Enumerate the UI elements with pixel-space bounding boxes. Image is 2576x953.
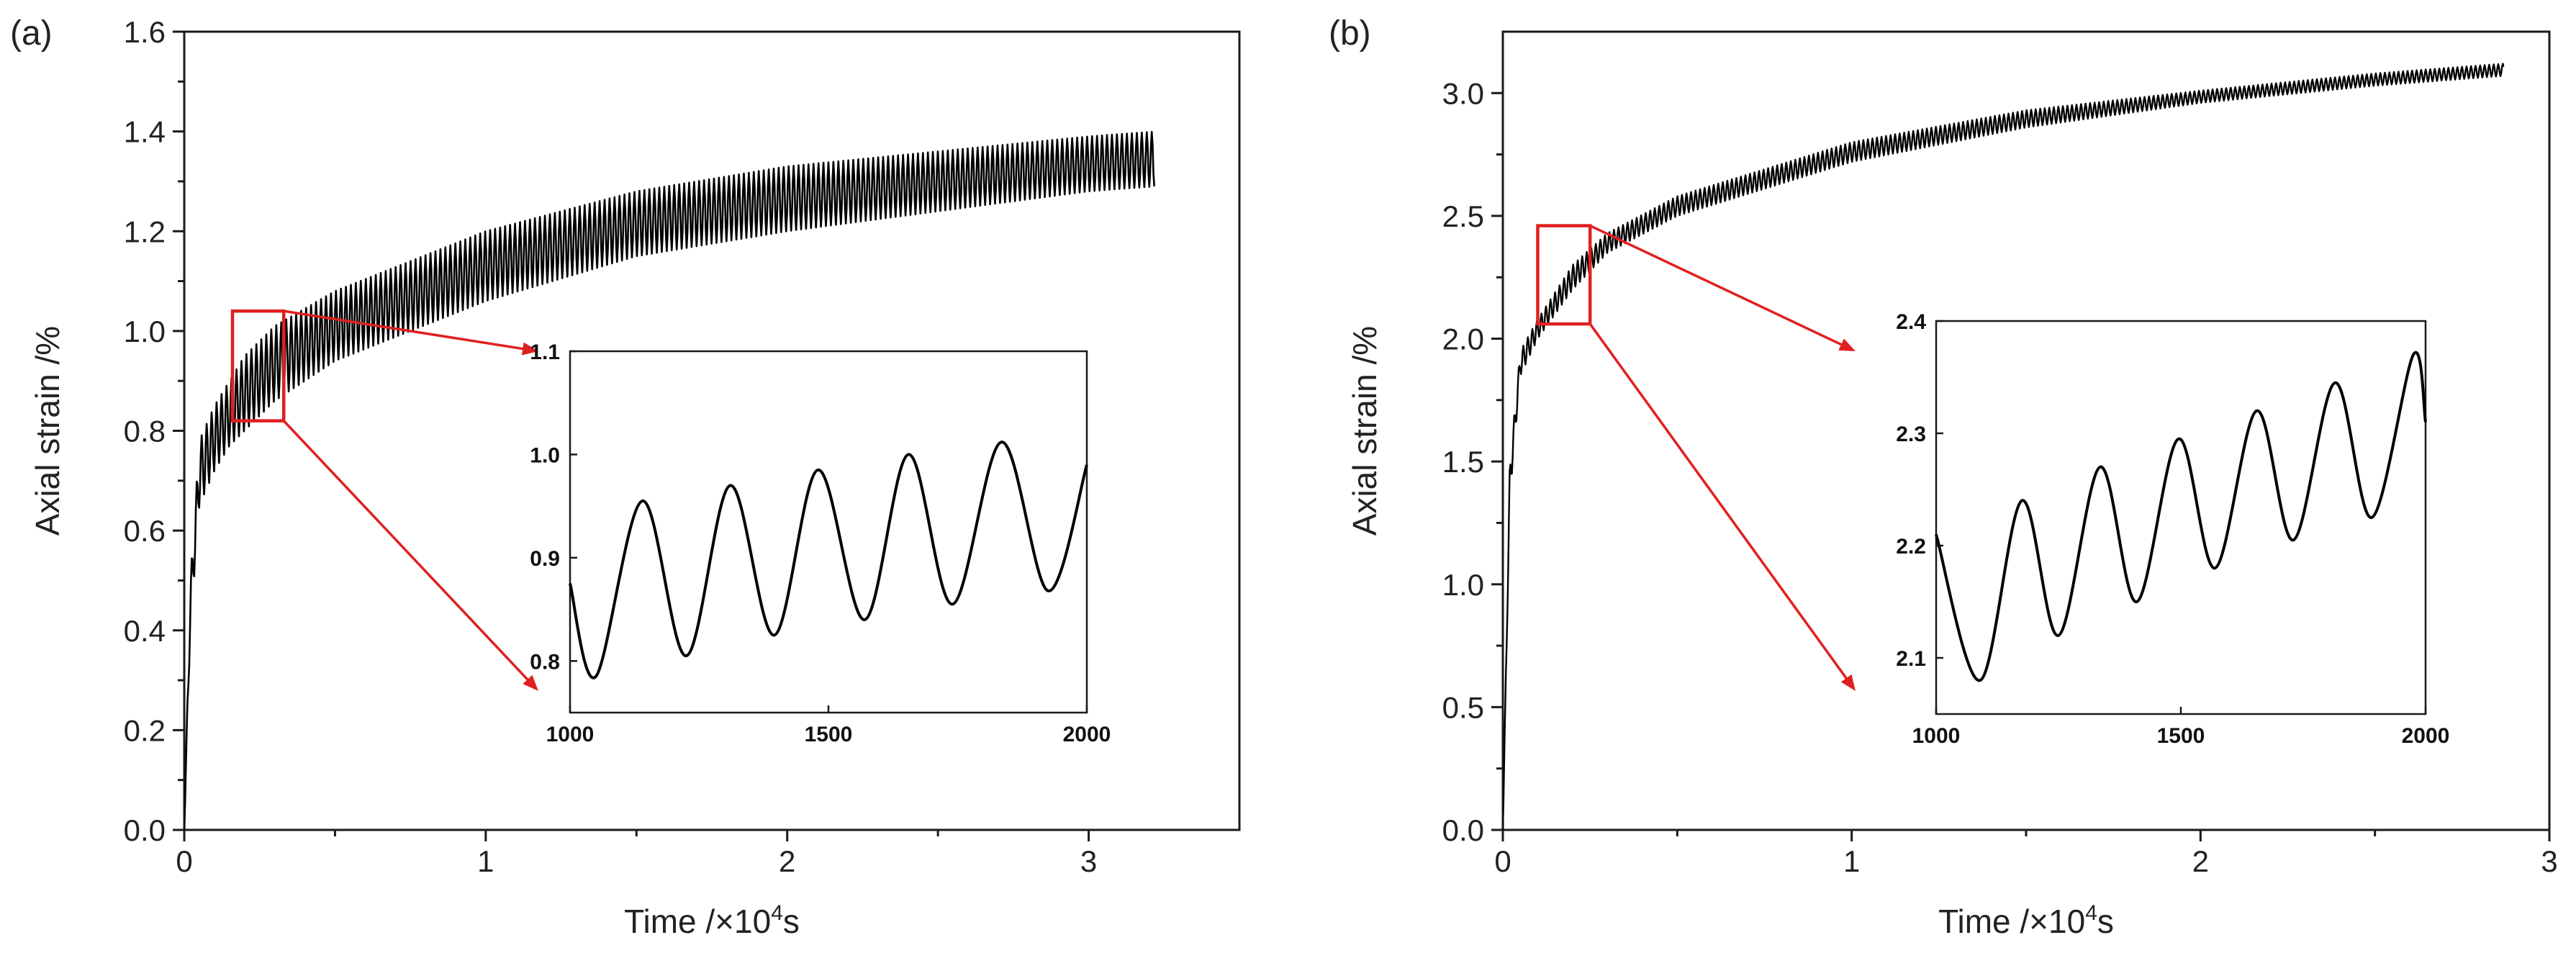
x-tick-label: 3	[2541, 844, 2557, 878]
inset-y-tick-label: 0.9	[530, 547, 560, 571]
curve-group	[1503, 63, 2505, 830]
x-tick-label: 0	[176, 844, 192, 878]
zoom-connector-line	[1589, 224, 1845, 347]
x-axis-title-unit: s	[783, 903, 800, 940]
panel-label: (b)	[1329, 14, 1371, 53]
y-tick-label: 1.4	[124, 115, 166, 149]
y-tick-label: 0.4	[124, 614, 166, 648]
y-tick-label: 0.0	[1442, 813, 1484, 847]
y-tick-label: 0.2	[124, 713, 166, 747]
inset-x-tick-label: 2000	[1063, 723, 1111, 746]
chart-panel-b: (b) 0 1 2 3 0.0 0.5 1.0 1.5 2.0 2.5 3.0 Axial strain…	[1329, 14, 2558, 940]
inset-series-line	[1935, 351, 2427, 682]
y-tick-label: 0.0	[124, 813, 166, 847]
zoom-connector-line	[282, 420, 530, 683]
x-axis-title-exponent: 4	[771, 901, 783, 925]
y-tick-label: 1.6	[124, 15, 166, 49]
x-axis-title-exponent: 4	[2085, 901, 2097, 925]
zoom-arrow-head	[523, 674, 538, 691]
y-tick-label: 1.0	[1442, 568, 1484, 602]
y-tick-label: 1.5	[1442, 445, 1484, 479]
x-axis-title: Time /×104s	[1938, 901, 2114, 940]
inset-y-tick-label: 2.3	[1896, 423, 1926, 446]
inset-y-tick-label: 2.4	[1896, 310, 1926, 334]
plot-frame	[1501, 30, 2551, 831]
inset-frame	[569, 350, 1088, 714]
inset-y-tick-label: 2.1	[1896, 647, 1926, 671]
inset-x-tick-label: 1500	[2157, 724, 2205, 748]
inset-chart: 1000 1500 2000 2.1 2.2 2.3 2.4	[1896, 310, 2449, 748]
strain-series-line	[184, 130, 1155, 830]
inset-y-tick-label: 1.0	[530, 443, 560, 467]
x-tick-label: 3	[1080, 844, 1097, 878]
x-tick-label: 1	[477, 844, 494, 878]
zoom-arrow-head	[1838, 338, 1856, 351]
inset-chart: 1000 1500 2000 0.8 0.9 1.0 1.1	[530, 340, 1111, 746]
y-tick-label: 2.0	[1442, 322, 1484, 356]
x-axis-title: Time /×104s	[624, 901, 800, 940]
y-tick-label: 3.0	[1442, 76, 1484, 110]
zoom-arrow-head	[521, 342, 538, 356]
y-tick-label: 1.0	[124, 315, 166, 348]
x-axis-title-main: Time /×10	[1938, 903, 2085, 940]
inset-series-line	[569, 441, 1088, 679]
x-axis-title-unit: s	[2097, 903, 2114, 940]
panel-label: (a)	[10, 14, 53, 53]
zoom-box	[1536, 224, 1592, 326]
strain-series-line	[1503, 63, 2505, 830]
inset-x-tick-label: 2000	[2402, 724, 2450, 748]
y-tick-label: 0.8	[124, 415, 166, 448]
y-tick-label: 1.2	[124, 214, 166, 248]
y-tick-label: 2.5	[1442, 199, 1484, 233]
zoom-arrow-head	[1840, 674, 1856, 691]
y-tick-label: 0.5	[1442, 690, 1484, 724]
y-axis-title: Axial strain /%	[29, 326, 66, 536]
inset-x-tick-label: 1000	[546, 723, 595, 746]
zoom-connector-line	[283, 310, 526, 351]
zoom-connector-line	[1588, 323, 1849, 682]
curve-group	[184, 130, 1155, 830]
inset-y-tick-label: 1.1	[530, 340, 560, 364]
zoom-box	[230, 309, 286, 423]
inset-x-tick-label: 1000	[1912, 724, 1961, 748]
x-tick-label: 1	[1843, 844, 1860, 878]
y-axis-title: Axial strain /%	[1346, 326, 1383, 536]
x-tick-label: 0	[1494, 844, 1511, 878]
inset-x-tick-label: 1500	[805, 723, 853, 746]
x-axis-title-main: Time /×10	[624, 903, 771, 940]
x-tick-label: 2	[779, 844, 795, 878]
inset-y-tick-label: 2.2	[1896, 535, 1926, 559]
chart-panel-a: (a) 0 1 2 3 0.0 0.2 0.4 0.6 0.8 1.0 1.2 1.4 1.6 Axial …	[10, 14, 1241, 940]
inset-frame	[1935, 320, 2427, 715]
x-tick-label: 2	[2192, 844, 2209, 878]
inset-y-tick-label: 0.8	[530, 650, 560, 674]
y-tick-label: 0.6	[124, 514, 166, 548]
